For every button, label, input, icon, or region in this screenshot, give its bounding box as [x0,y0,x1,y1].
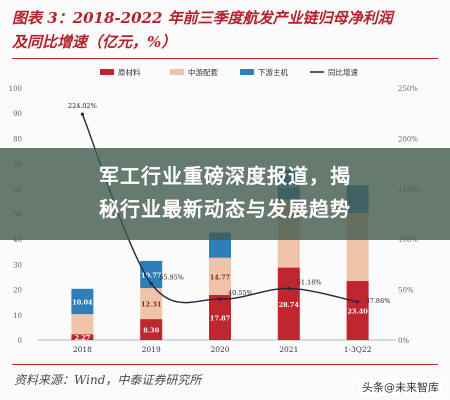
y-left-tick-label: 0 [18,337,22,345]
y-left-tick-label: 20 [13,287,22,295]
x-tick-label: 2018 [73,345,92,354]
bar-midstream [71,314,94,335]
bar-data-label: 2.27 [74,334,90,342]
bar-data-label: 8.30 [143,327,159,335]
legend-label-2: 下游主机 [258,67,288,77]
source-note: 资料来源：Wind，中泰证券研究所 [14,373,202,387]
figure-title-line2: 及同比增速（亿元，%） [12,33,177,51]
bar-data-label: 23.40 [347,308,368,316]
bar-data-label: 14.77 [210,273,230,281]
y-left-tick-label: 90 [13,110,22,118]
figure-title: 图表 3：2018-2022 年前三季度航发产业链归母净利润 及同比增速（亿元，… [12,6,442,54]
figure-title-line1: 图表 3：2018-2022 年前三季度航发产业链归母净利润 [12,9,393,27]
bar-midstream [209,257,231,295]
headline-line2: 秘行业最新动态与发展趋势 [99,197,351,221]
bar-midstream [140,288,163,320]
bar-data-label: 10.04 [72,298,93,306]
bar-raw-material [209,294,231,340]
growth-rate-point [149,282,153,286]
headline-line1: 军工行业重磅深度报道，揭 [99,164,351,188]
legend-swatch-0 [100,69,114,75]
bar-raw-material [277,267,300,340]
legend-swatch-2 [240,69,254,75]
bar-downstream [71,288,94,315]
growth-rate-point [218,297,222,301]
growth-rate-point [287,286,291,291]
bar-raw-material [71,334,94,340]
y-left-tick-label: 30 [13,261,22,269]
x-tick-label: 1-3Q22 [344,345,372,354]
bar-data-label: 28.74 [279,301,300,309]
y-left-tick-label: 40 [13,236,22,244]
y-right-tick-label: 0% [398,337,409,345]
headline-banner [0,148,450,240]
legend-label-3: 同比增速 [328,67,358,77]
growth-rate-label: 40.55% [228,289,253,297]
legend-label-1: 中游配套 [188,67,218,77]
legend-swatch-1 [170,69,184,75]
growth-rate-label: 224.02% [68,102,97,110]
x-tick-label: 2021 [279,345,298,354]
y-right-tick-label: 250% [398,85,418,93]
headline-text: 军工行业重磅深度报道，揭 秘行业最新动态与发展趋势 [0,160,450,226]
bar-raw-material [140,319,163,340]
source-watermark: 头条@未来智库 [359,378,442,396]
bar-raw-material [346,281,369,340]
growth-rate-point [356,300,360,304]
y-right-tick-label: 50% [398,287,414,295]
y-right-tick-label: 200% [398,135,418,143]
bar-downstream [140,260,163,289]
growth-rate-label: 55.95% [159,274,184,282]
legend-label-0: 原材料 [118,67,141,77]
bar-data-label: 17.87 [210,314,230,322]
y-left-tick-label: 80 [13,135,22,143]
y-left-tick-label: 100 [9,85,22,93]
growth-rate-label: 37.86% [366,297,391,305]
source-divider [12,364,438,365]
y-right-tick-label: 100% [398,236,418,244]
growth-rate-label: 51.18% [297,278,322,286]
x-tick-label: 2020 [210,345,229,354]
bar-data-label: 10.77 [141,271,161,279]
x-tick-label: 2019 [142,345,161,354]
title-divider [12,58,438,59]
y-left-tick-label: 10 [13,312,22,320]
bar-data-label: 12.31 [141,301,161,309]
growth-rate-point [80,112,84,116]
